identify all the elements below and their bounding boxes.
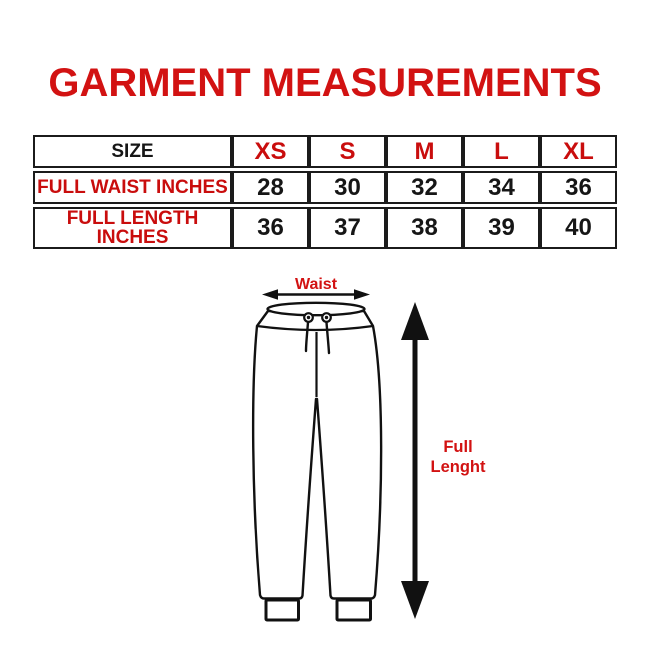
length-value-l: 39: [463, 207, 540, 249]
table-row-waist: FULL WAIST INCHES 28 30 32 34 36: [33, 171, 617, 204]
header-cell-m: M: [386, 135, 463, 168]
header-cell-xl: XL: [540, 135, 617, 168]
length-value-xs: 36: [232, 207, 309, 249]
size-table-container: SIZE XS S M L XL FULL WAIST INCHES 28 30…: [33, 132, 617, 252]
waist-value-xl: 36: [540, 171, 617, 204]
waist-value-xs: 28: [232, 171, 309, 204]
pants-outline-icon: [251, 301, 383, 622]
pants-measurement-diagram: Waist: [251, 276, 486, 622]
table-header-row: SIZE XS S M L XL: [33, 135, 617, 168]
full-length-label-line1: Full: [443, 438, 472, 456]
header-cell-size: SIZE: [33, 135, 232, 168]
measurements-table: SIZE XS S M L XL FULL WAIST INCHES 28 30…: [33, 132, 617, 252]
header-cell-s: S: [309, 135, 386, 168]
row-label-length: FULL LENGTH INCHES: [33, 207, 232, 249]
length-value-xl: 40: [540, 207, 617, 249]
waist-label: Waist: [295, 276, 338, 293]
header-cell-l: L: [463, 135, 540, 168]
waist-value-s: 30: [309, 171, 386, 204]
waist-value-l: 34: [463, 171, 540, 204]
waist-double-arrow-icon: [262, 289, 370, 300]
full-length-label-line2: Lenght: [431, 458, 486, 476]
row-label-waist: FULL WAIST INCHES: [33, 171, 232, 204]
waist-value-m: 32: [386, 171, 463, 204]
length-value-m: 38: [386, 207, 463, 249]
full-length-double-arrow-icon: [401, 302, 429, 619]
page-title: GARMENT MEASUREMENTS: [48, 61, 602, 105]
table-row-length: FULL LENGTH INCHES 36 37 38 39 40: [33, 207, 617, 249]
length-value-s: 37: [309, 207, 386, 249]
header-cell-xs: XS: [232, 135, 309, 168]
